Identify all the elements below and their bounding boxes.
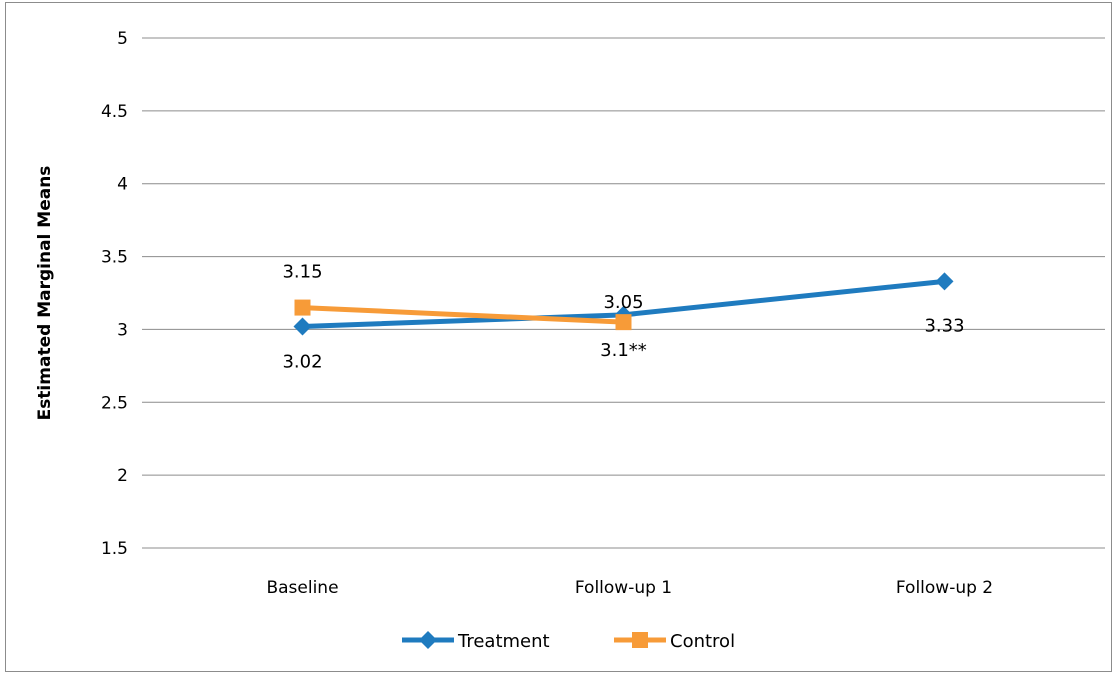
data-label: 3.33: [924, 315, 964, 336]
legend-label: Control: [670, 631, 735, 652]
x-tick-label: Follow-up 2: [896, 578, 993, 598]
legend-item-control: Control: [614, 631, 735, 652]
data-label: 3.15: [282, 262, 322, 283]
y-tick-label: 5: [117, 29, 128, 49]
y-tick-label: 4.5: [101, 102, 128, 122]
marker-control: [615, 314, 632, 331]
data-label: 3.1**: [600, 340, 647, 361]
data-label: 3.05: [603, 292, 643, 313]
marker-treatment: [293, 317, 312, 336]
y-tick-label: 3: [117, 320, 128, 340]
legend: Treatment Control: [402, 631, 735, 652]
y-tick-labels: 1.5 2 2.5 3 3.5 4 4.5 5: [101, 29, 128, 559]
series: [293, 272, 954, 336]
x-tick-label: Baseline: [266, 578, 338, 598]
legend-label: Treatment: [457, 631, 550, 652]
marker-legend: [419, 631, 437, 649]
y-tick-label: 2: [117, 466, 128, 486]
y-tick-label: 3.5: [101, 248, 128, 268]
y-tick-label: 4: [117, 175, 128, 195]
line-chart: 1.5 2 2.5 3 3.5 4 4.5 5 Baseline Follow-up 1 Foll…: [35, 29, 1105, 652]
marker-legend: [632, 632, 648, 648]
x-tick-labels: Baseline Follow-up 1 Follow-up 2: [266, 578, 993, 598]
data-label: 3.02: [282, 352, 322, 373]
y-tick-label: 2.5: [101, 393, 128, 413]
series-line: [302, 305, 624, 325]
series-control: [294, 299, 632, 331]
x-tick-label: Follow-up 1: [575, 578, 672, 598]
y-tick-label: 1.5: [101, 539, 128, 559]
marker-treatment: [935, 272, 954, 291]
chart-area: 1.5 2 2.5 3 3.5 4 4.5 5 Baseline Follow-up 1 Foll…: [5, 2, 1112, 672]
marker-control: [294, 299, 311, 316]
y-axis-title: Estimated Marginal Means: [35, 166, 55, 421]
data-labels: 3.02 3.1** 3.33 3.15 3.05: [282, 262, 964, 373]
legend-item-treatment: Treatment: [402, 631, 550, 652]
